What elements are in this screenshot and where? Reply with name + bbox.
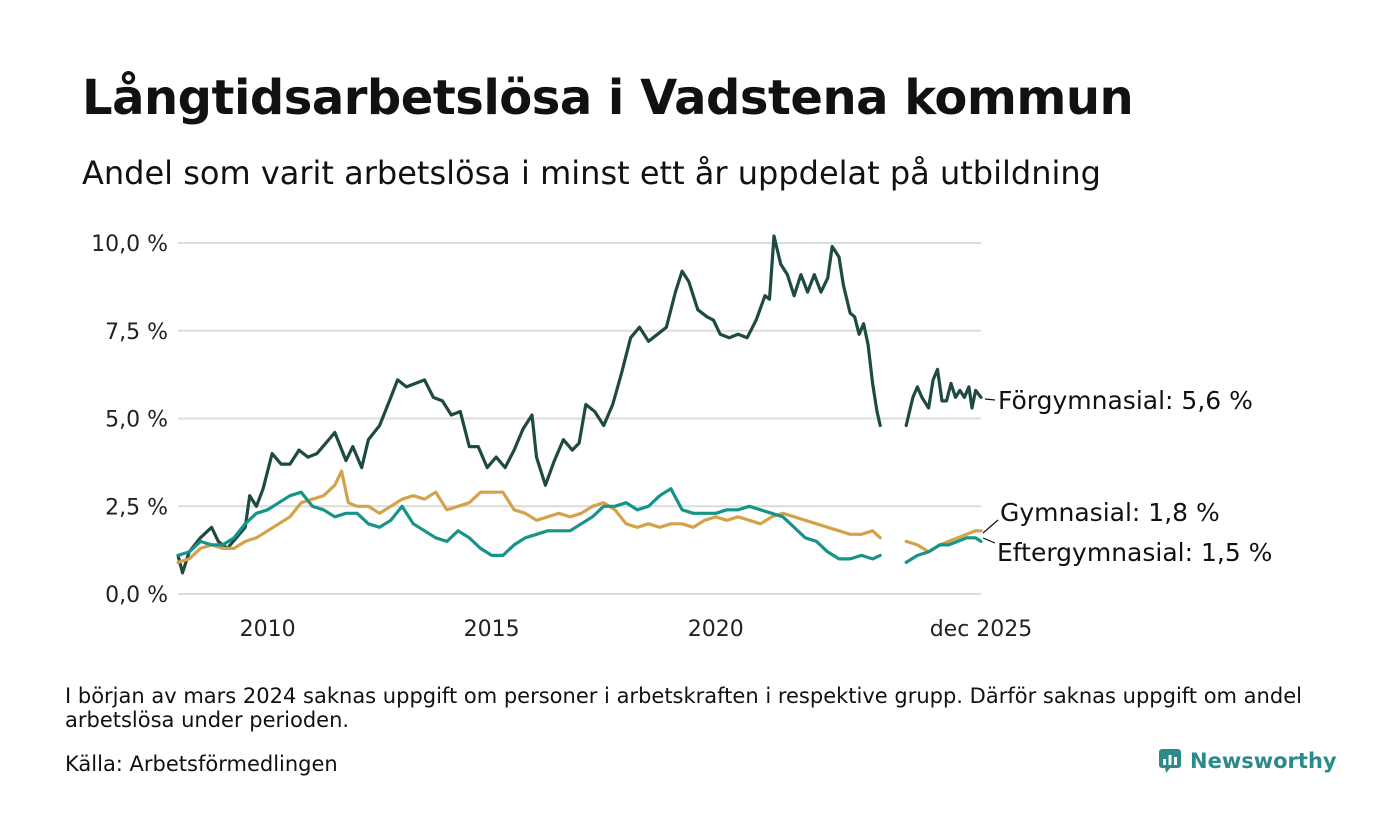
series-end-label-eftergymnasial: Eftergymnasial: 1,5 % bbox=[997, 538, 1272, 567]
footnote: I början av mars 2024 saknas uppgift om … bbox=[65, 684, 1302, 732]
source-note: Källa: Arbetsförmedlingen bbox=[65, 752, 338, 776]
series-end-label-forgymnasial: Förgymnasial: 5,6 % bbox=[998, 386, 1253, 415]
line-chart: 0,0 % 2,5 % 5,0 % 7,5 % 10,0 % 2010 2015 2020 de… bbox=[91, 232, 1272, 642]
label-leader-gymnasial bbox=[982, 519, 999, 534]
chart-title: Långtidsarbetslösa i Vadstena kommun bbox=[82, 70, 1134, 126]
series-line-eftergymnasial-after-gap bbox=[904, 536, 983, 564]
series-line-eftergymnasial bbox=[176, 487, 882, 561]
series-line-forgymnasial bbox=[176, 234, 882, 575]
series-line-gymnasial-after-gap bbox=[904, 529, 983, 554]
y-tick-label: 10,0 % bbox=[91, 232, 168, 257]
bar-chart-icon bbox=[1159, 749, 1181, 773]
chart-subtitle: Andel som varit arbetslösa i minst ett å… bbox=[82, 154, 1101, 192]
y-tick-label: 5,0 % bbox=[105, 408, 168, 433]
label-leader-forgymnasial bbox=[984, 398, 996, 401]
series-line-forgymnasial-after-gap bbox=[904, 367, 983, 428]
series-line-gymnasial bbox=[176, 469, 882, 564]
brand-name: Newsworthy bbox=[1190, 749, 1337, 773]
x-tick-label: 2020 bbox=[688, 617, 744, 642]
x-tick-label: dec 2025 bbox=[930, 617, 1033, 642]
x-tick-label: 2010 bbox=[240, 617, 296, 642]
series-end-label-gymnasial: Gymnasial: 1,8 % bbox=[1000, 498, 1220, 527]
y-tick-label: 2,5 % bbox=[105, 495, 168, 520]
y-tick-label: 0,0 % bbox=[105, 583, 168, 608]
x-tick-label: 2015 bbox=[464, 617, 520, 642]
newsworthy-logo[interactable]: Newsworthy bbox=[1158, 748, 1337, 774]
label-leader-eftergymnasial bbox=[982, 537, 996, 544]
y-tick-label: 7,5 % bbox=[105, 320, 168, 345]
